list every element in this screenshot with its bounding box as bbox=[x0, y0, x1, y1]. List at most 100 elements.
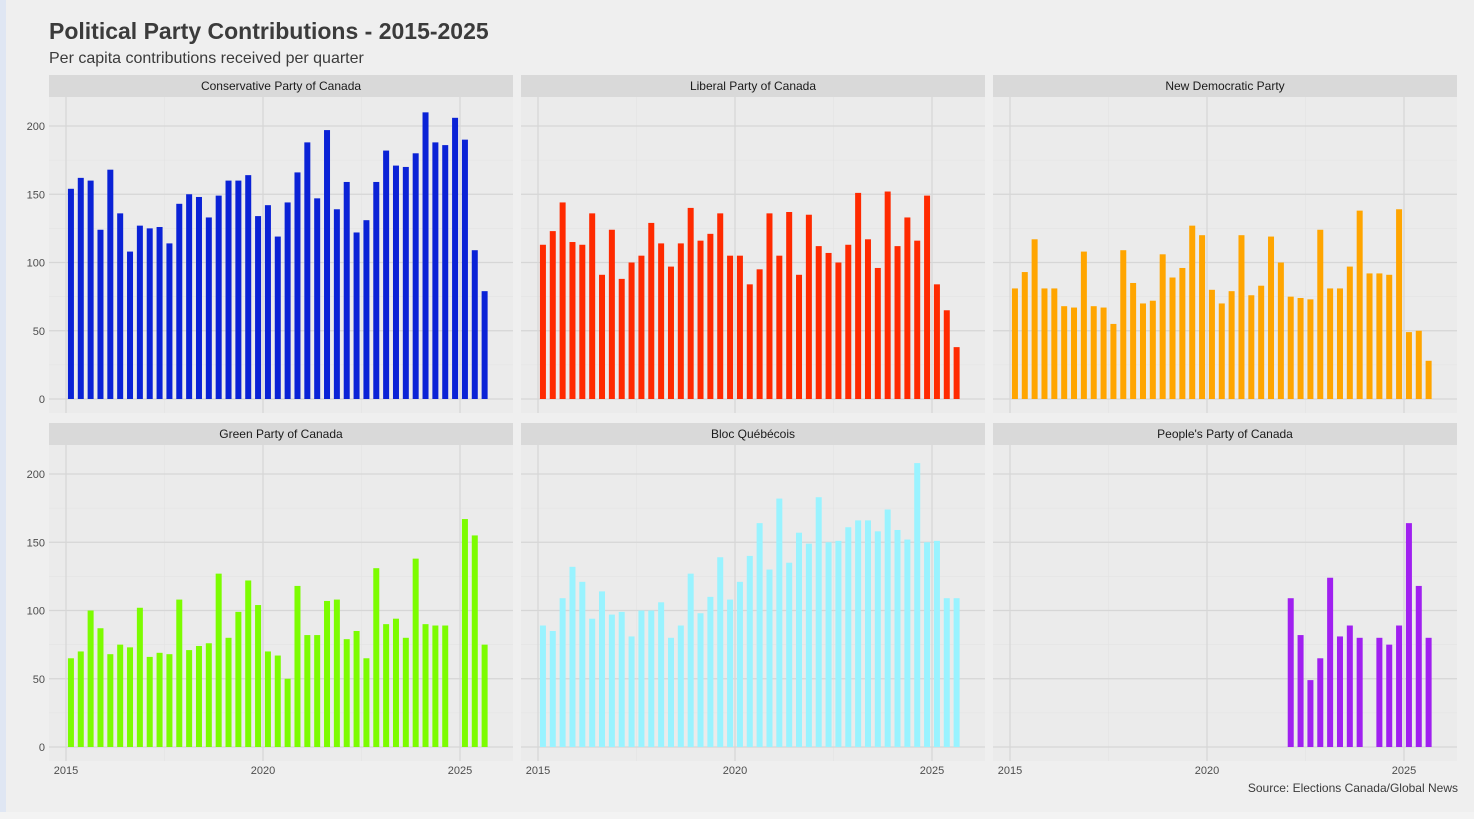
bar bbox=[1317, 229, 1324, 399]
bar bbox=[884, 509, 891, 747]
bar bbox=[343, 181, 350, 399]
bar bbox=[855, 192, 862, 399]
y-tick-label: 150 bbox=[27, 189, 45, 201]
bar bbox=[608, 229, 615, 399]
bar bbox=[539, 625, 546, 747]
y-tick-label: 200 bbox=[27, 469, 45, 481]
bar bbox=[1130, 282, 1137, 399]
bar bbox=[559, 598, 566, 747]
bar bbox=[1080, 251, 1087, 399]
bar bbox=[1287, 296, 1294, 399]
bar bbox=[943, 310, 950, 399]
bar bbox=[255, 605, 262, 747]
bar bbox=[697, 613, 704, 747]
bar bbox=[1297, 297, 1304, 399]
bar bbox=[1100, 307, 1107, 399]
bar bbox=[1139, 303, 1146, 399]
bar bbox=[825, 542, 832, 747]
bar bbox=[599, 274, 606, 399]
bar bbox=[874, 531, 881, 747]
bar bbox=[914, 463, 921, 747]
strip-background bbox=[993, 423, 1457, 445]
y-tick-label: 100 bbox=[27, 258, 45, 270]
bar bbox=[1031, 239, 1038, 399]
strip-label: Bloc Québécois bbox=[711, 427, 795, 441]
bar bbox=[855, 520, 862, 747]
faceted-bar-chart: Conservative Party of Canada 0 50 100 150 200… bbox=[27, 75, 1457, 777]
x-tick-label: 2020 bbox=[1195, 765, 1219, 777]
bar bbox=[294, 585, 301, 747]
bar bbox=[1071, 307, 1078, 399]
bar bbox=[924, 195, 931, 399]
panel-conservative-party-of-canada: Conservative Party of Canada 0 50 100 150 200 bbox=[27, 75, 513, 413]
bar bbox=[1327, 288, 1334, 399]
bar bbox=[815, 497, 822, 747]
strip-label: People's Party of Canada bbox=[1157, 427, 1293, 441]
bar bbox=[225, 637, 232, 747]
bar bbox=[412, 558, 419, 747]
bar bbox=[1189, 225, 1196, 399]
bar bbox=[658, 243, 665, 399]
bar bbox=[363, 658, 370, 747]
bar bbox=[914, 240, 921, 399]
bar bbox=[392, 165, 399, 399]
bar bbox=[304, 142, 311, 399]
bar bbox=[373, 568, 380, 747]
bar bbox=[618, 278, 625, 399]
bar bbox=[205, 217, 212, 399]
bar bbox=[776, 498, 783, 747]
bar bbox=[481, 291, 488, 399]
bar bbox=[402, 166, 409, 399]
bar bbox=[314, 635, 321, 747]
bar bbox=[579, 581, 586, 747]
bar bbox=[264, 205, 271, 399]
bar bbox=[569, 242, 576, 399]
bar bbox=[1386, 274, 1393, 399]
x-tick-label: 2025 bbox=[448, 765, 472, 777]
bar bbox=[727, 599, 734, 747]
bar bbox=[117, 213, 124, 399]
bar bbox=[687, 573, 694, 747]
bar bbox=[461, 139, 468, 399]
y-tick-label: 0 bbox=[39, 394, 45, 406]
strip-background bbox=[49, 423, 513, 445]
bar bbox=[1425, 637, 1432, 747]
bar bbox=[383, 624, 390, 747]
bar bbox=[648, 610, 655, 747]
bar bbox=[245, 175, 252, 399]
strip-label: Liberal Party of Canada bbox=[690, 79, 816, 93]
bar bbox=[1366, 273, 1373, 399]
strip-label: Conservative Party of Canada bbox=[201, 79, 361, 93]
bar bbox=[756, 523, 763, 747]
bar bbox=[186, 650, 193, 747]
bar bbox=[333, 599, 340, 747]
bar bbox=[383, 150, 390, 399]
bar bbox=[943, 598, 950, 747]
y-tick-label: 50 bbox=[33, 674, 45, 686]
bar bbox=[599, 591, 606, 747]
bar bbox=[87, 180, 94, 399]
bar bbox=[776, 255, 783, 399]
bar bbox=[1405, 332, 1412, 399]
bar bbox=[924, 542, 931, 747]
bar bbox=[628, 262, 635, 399]
bar bbox=[1208, 289, 1215, 399]
bar bbox=[579, 244, 586, 399]
bar bbox=[589, 213, 596, 399]
bar bbox=[796, 274, 803, 399]
bar bbox=[815, 246, 822, 399]
bar bbox=[127, 251, 134, 399]
bar bbox=[1356, 637, 1363, 747]
bar bbox=[333, 209, 340, 399]
bar bbox=[1307, 299, 1314, 399]
bar bbox=[1120, 250, 1127, 399]
background-editor bbox=[0, 0, 6, 819]
bar bbox=[1425, 360, 1432, 399]
bar bbox=[697, 240, 704, 399]
plot-window: Political Party Contributions - 2015-202… bbox=[6, 0, 1474, 812]
bar bbox=[87, 610, 94, 747]
bar bbox=[1110, 323, 1117, 399]
bar bbox=[1268, 236, 1275, 399]
bar bbox=[756, 269, 763, 399]
strip-background bbox=[993, 75, 1457, 97]
